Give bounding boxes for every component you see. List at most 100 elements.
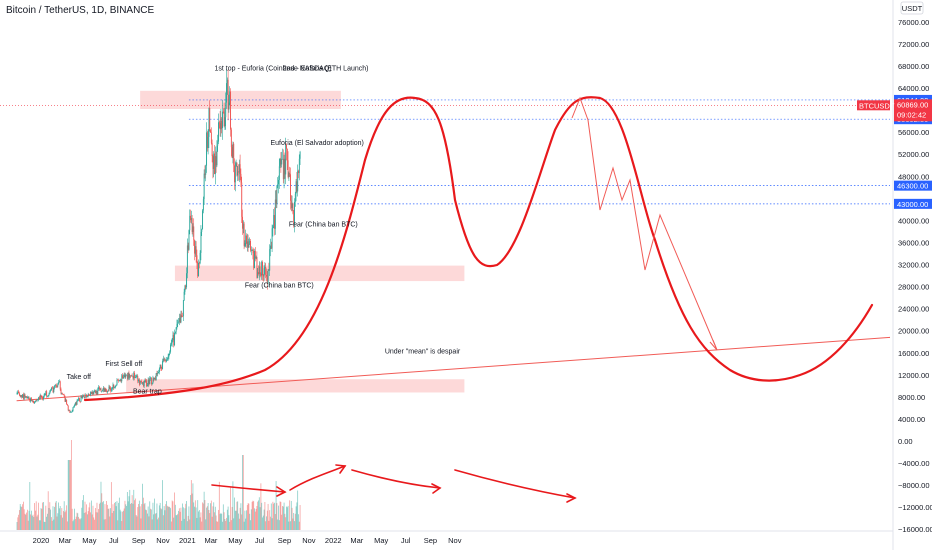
volume-bar <box>62 511 64 530</box>
candle-body <box>210 132 212 144</box>
candle-body <box>227 79 229 110</box>
candle-body <box>28 397 30 400</box>
volume-bar <box>172 501 174 530</box>
candle-body <box>146 384 148 387</box>
candle-body <box>179 318 181 323</box>
volume-bar <box>58 508 60 530</box>
candle-body <box>130 375 132 377</box>
candle-body <box>187 245 189 250</box>
candle-body <box>98 387 100 390</box>
candle-body <box>105 388 107 391</box>
candle-body <box>19 395 21 397</box>
candle-body <box>148 379 150 385</box>
volume-bar <box>42 502 43 530</box>
candle-body <box>290 200 292 209</box>
candle-body <box>154 377 156 380</box>
volume-bar <box>240 503 242 530</box>
candle-body <box>117 379 119 381</box>
candle-body <box>128 372 130 378</box>
volume-swirl-arrow-2 <box>351 469 441 489</box>
volume-bar <box>52 506 54 530</box>
volume-bar <box>110 482 112 530</box>
y-tick-label: −4000.00 <box>898 459 930 468</box>
candle-body <box>188 230 190 250</box>
candle-body <box>251 250 253 252</box>
volume-bar <box>140 518 142 530</box>
candle-body <box>68 409 70 411</box>
candle-body <box>192 226 194 232</box>
candle-body <box>286 144 287 149</box>
candle-body <box>230 91 232 130</box>
candle-body <box>184 285 186 292</box>
candle-body <box>225 102 227 118</box>
volume-bar <box>254 508 255 530</box>
volume-bar <box>169 507 171 530</box>
candle-body <box>146 380 148 387</box>
volume-bar <box>219 514 221 530</box>
candle-body <box>103 387 105 392</box>
volume-bar <box>74 519 76 530</box>
candle-body <box>64 396 66 402</box>
candle-body <box>58 381 60 383</box>
volume-bar <box>251 501 253 530</box>
candle-body <box>31 398 32 401</box>
volume-bar <box>257 501 259 530</box>
candle-body <box>270 245 271 250</box>
volume-bar <box>104 504 106 530</box>
volume-bar <box>120 511 122 530</box>
candle-body <box>158 372 160 374</box>
volume-bar <box>135 515 137 530</box>
candle-body <box>282 158 283 160</box>
candle-body <box>208 107 210 137</box>
volume-bar <box>160 508 162 530</box>
volume-bar <box>296 502 298 530</box>
volume-bar <box>128 496 130 530</box>
volume-bar <box>155 513 157 530</box>
annotation-4: Fear (China ban BTC) <box>245 283 314 290</box>
candle-body <box>36 399 38 401</box>
candle-body <box>23 394 24 399</box>
candle-body <box>191 218 193 232</box>
volume-bar <box>148 516 150 530</box>
x-tick-label: May <box>374 536 388 545</box>
candle-body <box>277 184 279 187</box>
annotation-3: Fear (China ban BTC) <box>289 221 358 228</box>
volume-bar <box>273 503 275 530</box>
x-tick-label: Sep <box>132 536 145 545</box>
candle-body <box>246 241 248 244</box>
candle-body <box>245 235 247 243</box>
volume-bar <box>36 516 38 530</box>
volume-bar <box>177 513 179 530</box>
candle-body <box>258 266 260 275</box>
current-price-countdown: 09:02:42 <box>897 110 926 119</box>
candle-body <box>51 387 53 389</box>
candle-body <box>50 387 52 390</box>
candle-body <box>142 382 144 384</box>
volume-bar <box>127 501 129 530</box>
candle-body <box>82 395 84 397</box>
volume-bar <box>93 517 95 530</box>
volume-bar <box>146 510 147 530</box>
volume-bar <box>158 505 160 530</box>
candle-body <box>106 390 108 393</box>
candle-body <box>139 381 141 385</box>
volume-bar <box>290 521 291 530</box>
candle-body <box>230 129 232 148</box>
volume-swirl-arrow-3 <box>454 469 576 499</box>
candle-body <box>29 399 31 402</box>
volume-bar <box>188 506 190 530</box>
candle-body <box>41 397 43 398</box>
candle-body <box>196 255 198 264</box>
candle-body <box>97 389 99 395</box>
volume-bar <box>21 506 23 530</box>
candle-body <box>156 373 158 375</box>
volume-bar <box>284 513 286 530</box>
candle-body <box>269 249 271 271</box>
volume-bar <box>131 495 133 530</box>
trend-line <box>16 336 891 402</box>
candle-body <box>99 388 101 390</box>
candle-body <box>118 380 120 381</box>
volume-bar <box>44 521 46 530</box>
candle-body <box>211 143 213 157</box>
